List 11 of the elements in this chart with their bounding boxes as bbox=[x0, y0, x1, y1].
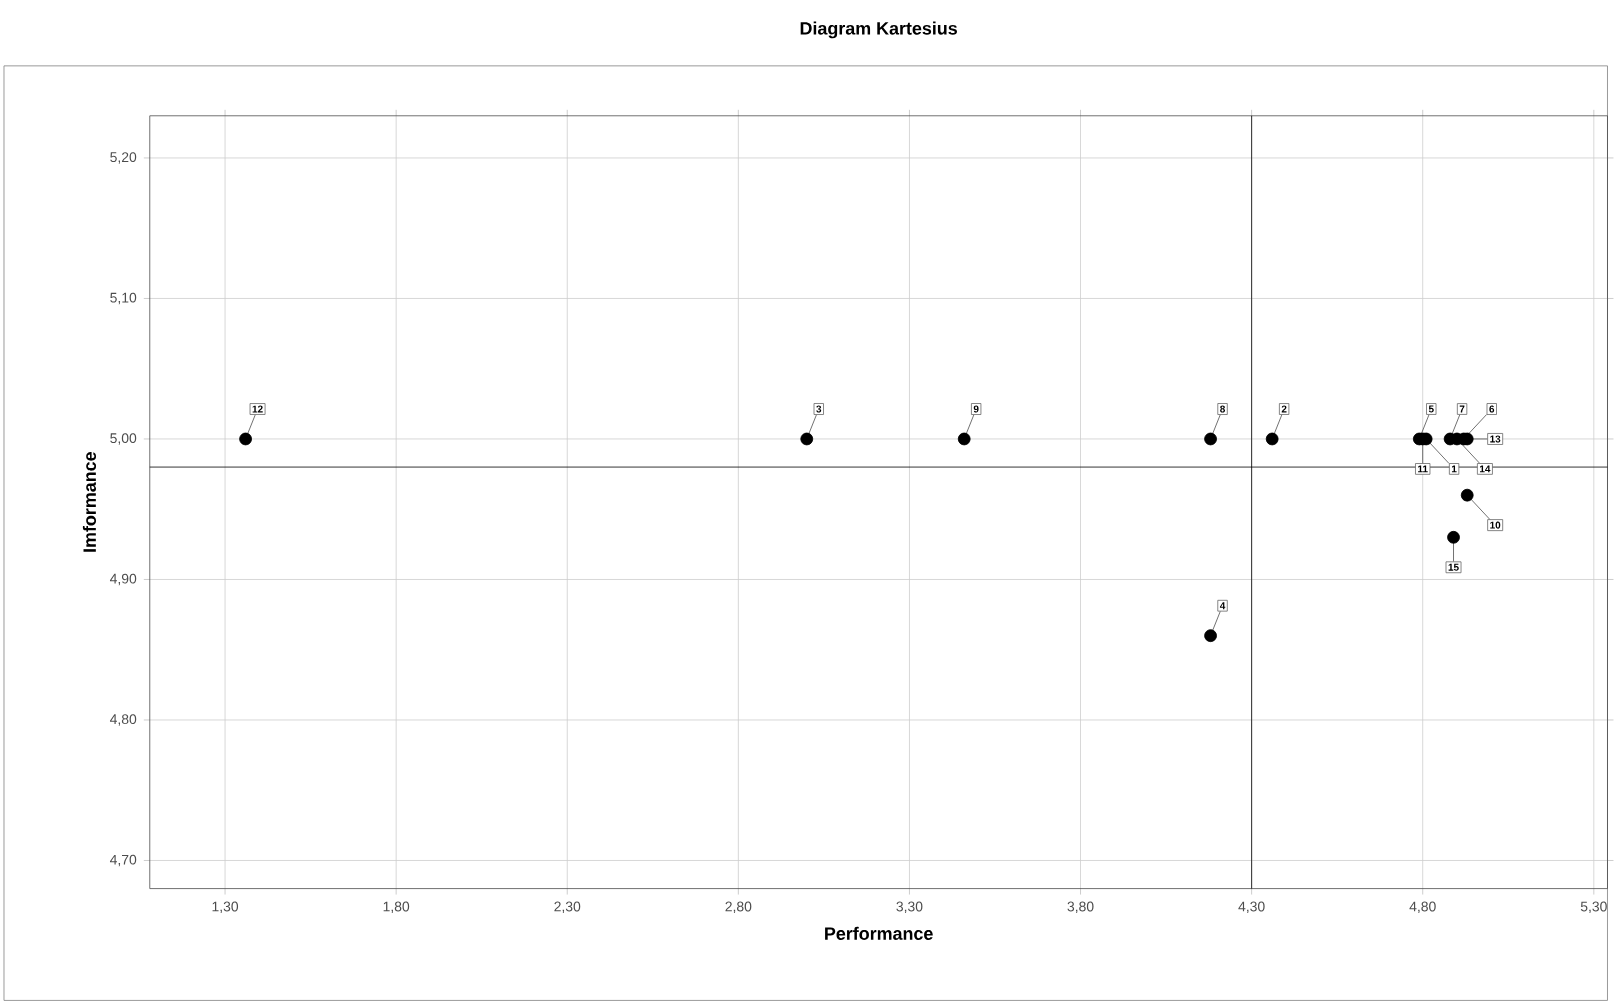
point bbox=[1447, 530, 1460, 544]
point bbox=[1265, 432, 1279, 446]
point bbox=[1460, 488, 1474, 502]
y-axis-title: Imformance bbox=[82, 451, 97, 552]
point bbox=[239, 432, 252, 446]
point bbox=[800, 432, 814, 446]
x-axis-title: Performance bbox=[825, 926, 933, 940]
point bbox=[957, 432, 971, 446]
point bbox=[1204, 432, 1217, 446]
point bbox=[1204, 629, 1217, 642]
chart-title: Diagram Kartesius bbox=[800, 21, 957, 39]
